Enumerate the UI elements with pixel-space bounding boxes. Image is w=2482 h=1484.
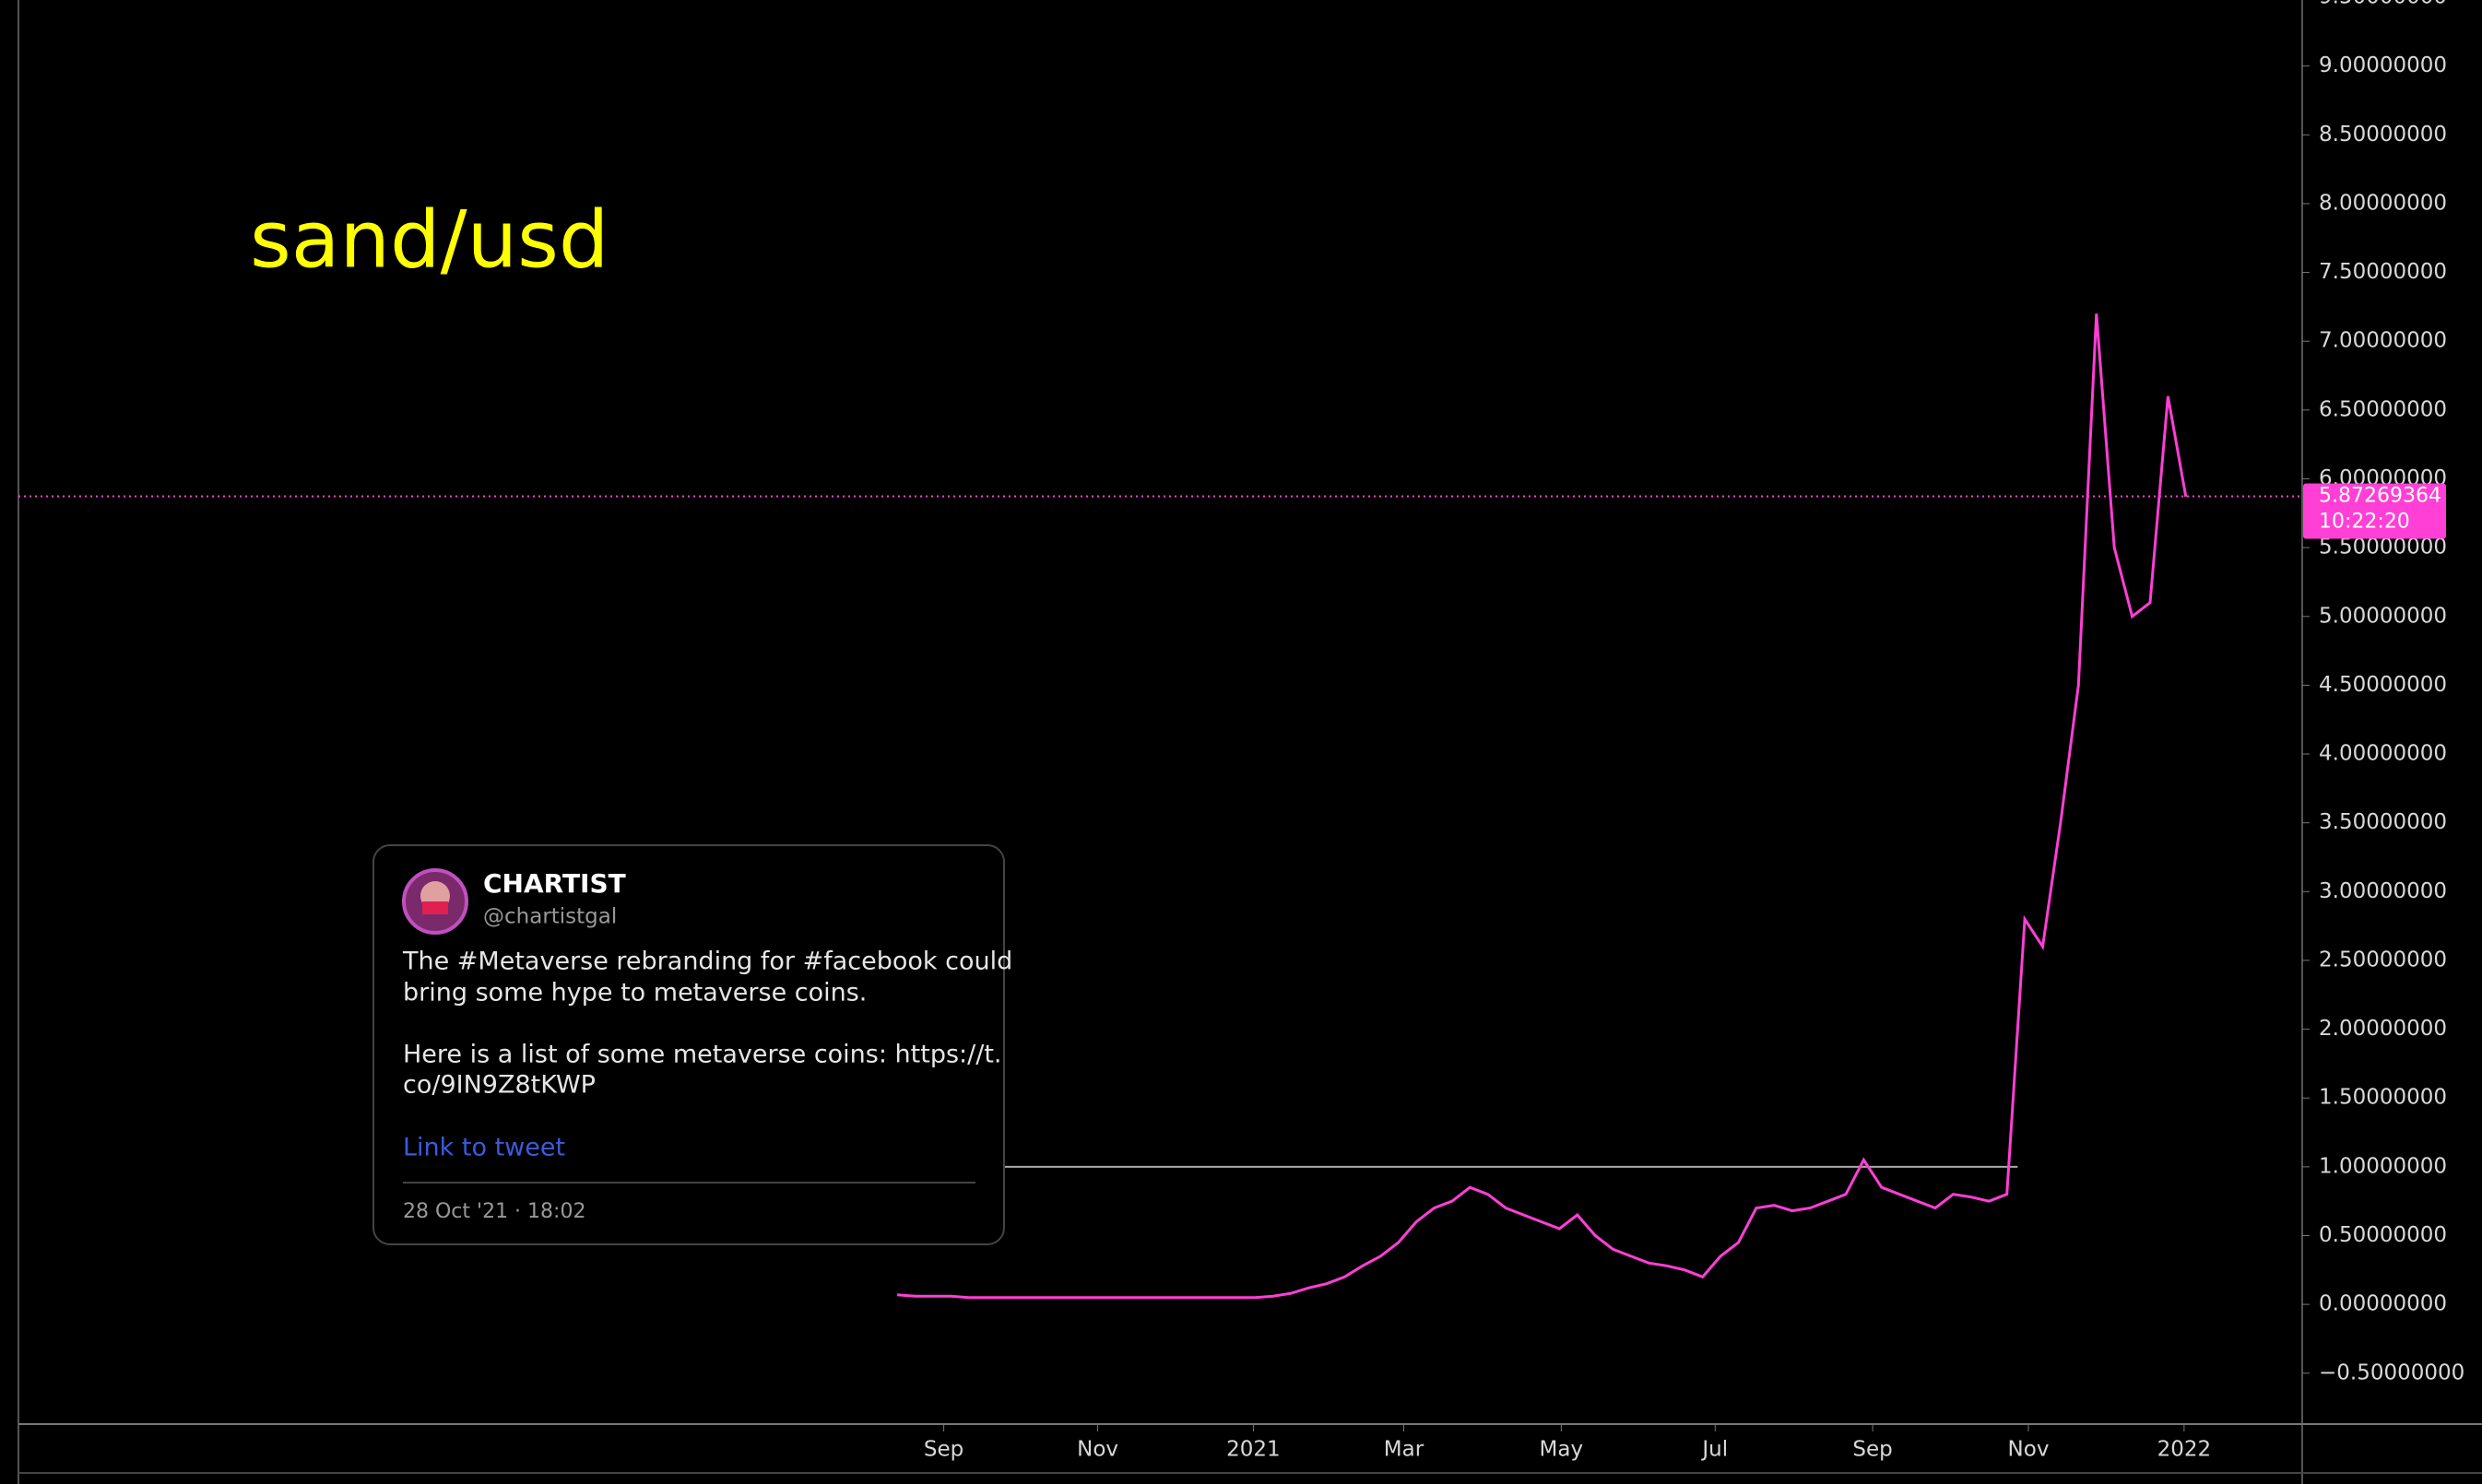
- y-tick-label: 3.00000000: [2319, 879, 2447, 903]
- y-tick-label: 0.50000000: [2319, 1223, 2447, 1247]
- tweet-frame: [372, 844, 1005, 1245]
- y-tick-label: 4.00000000: [2319, 742, 2447, 766]
- y-tick-label: 3.50000000: [2319, 810, 2447, 834]
- y-tick-label: 9.00000000: [2319, 53, 2447, 77]
- x-tick-label: Mar: [1384, 1438, 1424, 1462]
- y-tick-label: 8.00000000: [2319, 191, 2447, 215]
- y-tick-label: 1.00000000: [2319, 1154, 2447, 1178]
- tweet-card: CHARTIST @chartistgal The #Metaverse reb…: [372, 844, 1012, 1245]
- x-tick-label: May: [1540, 1438, 1584, 1462]
- x-tick-label: Sep: [924, 1438, 963, 1462]
- tweet-text: The #Metaverse rebranding for #facebook …: [402, 948, 1012, 976]
- tweet-text: bring some hype to metaverse coins.: [403, 979, 867, 1007]
- tweet-date: 28 Oct '21 · 18:02: [403, 1200, 585, 1223]
- tweet-text: Here is a list of some metaverse coins: …: [403, 1041, 1002, 1069]
- y-tick-label: 5.50000000: [2319, 536, 2447, 559]
- price-line: [896, 313, 2188, 1300]
- y-tick-label: 2.50000000: [2319, 948, 2447, 972]
- tweet-name: CHARTIST: [483, 868, 626, 899]
- x-tick-label: Jul: [1700, 1438, 1728, 1462]
- avatar-mask: [422, 901, 448, 914]
- y-tick-label: 9.50000000: [2319, 0, 2447, 9]
- tweet-text: co/9IN9Z8tKWP: [403, 1071, 596, 1100]
- y-tick-label: 2.00000000: [2319, 1017, 2447, 1041]
- last-price-label: 5.87269364: [2319, 484, 2441, 507]
- x-tick-label: Nov: [2008, 1438, 2050, 1462]
- x-tick-label: 2022: [2157, 1438, 2212, 1462]
- countdown-label: 10:22:20: [2319, 510, 2410, 533]
- x-tick-label: Nov: [1077, 1438, 1118, 1462]
- y-tick-label: −0.50000000: [2319, 1360, 2464, 1384]
- tweet-handle: @chartistgal: [483, 905, 617, 929]
- y-tick-label: 8.50000000: [2319, 123, 2447, 147]
- y-tick-label: 7.00000000: [2319, 329, 2447, 353]
- chart-title: sand/usd: [250, 194, 609, 286]
- x-tick-label: 2021: [1226, 1438, 1281, 1462]
- y-tick-label: 4.50000000: [2319, 673, 2447, 697]
- last-price-box: [2303, 483, 2446, 539]
- y-tick-label: 6.50000000: [2319, 397, 2447, 421]
- y-tick-label: 0.00000000: [2319, 1292, 2447, 1316]
- tweet-link[interactable]: Link to tweet: [403, 1134, 565, 1162]
- y-tick-label: 1.50000000: [2319, 1086, 2447, 1110]
- y-tick-label: 5.00000000: [2319, 604, 2447, 628]
- y-tick-label: 7.50000000: [2319, 260, 2447, 284]
- x-tick-label: Sep: [1852, 1438, 1892, 1462]
